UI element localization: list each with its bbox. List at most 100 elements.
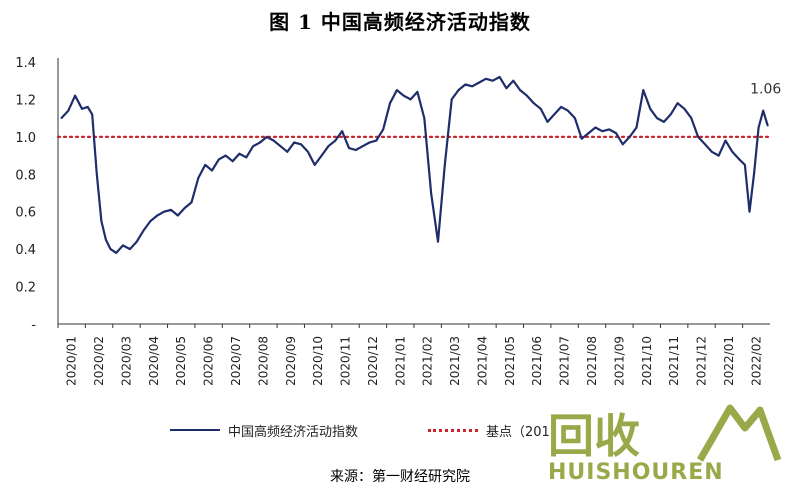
data-point <box>382 128 385 131</box>
data-point <box>430 192 432 194</box>
x-tick-label: 2020/07 <box>229 336 243 386</box>
data-point <box>505 87 508 90</box>
legend-baseline-swatch <box>428 428 479 432</box>
x-tick-label: 2021/03 <box>448 336 462 386</box>
data-point <box>218 158 220 161</box>
data-point <box>224 154 227 157</box>
watermark-figure-icon <box>696 404 782 462</box>
data-point <box>86 106 89 108</box>
data-point <box>402 94 405 97</box>
data-point <box>95 173 98 176</box>
data-point <box>389 102 391 105</box>
watermark-logo: 回收 HUISHOUREN <box>540 395 790 495</box>
x-tick-label: 2021/08 <box>585 336 599 386</box>
data-point <box>279 145 282 148</box>
data-point <box>91 113 94 116</box>
data-point <box>190 201 193 204</box>
data-point <box>122 244 124 247</box>
data-point <box>183 207 186 209</box>
y-tick-label: 0.8 <box>15 168 36 183</box>
data-point <box>601 130 604 133</box>
data-point <box>109 248 112 251</box>
labels-layer: 1.06 <box>750 82 781 98</box>
end-value-label: 1.06 <box>750 82 781 98</box>
data-point <box>129 248 131 251</box>
x-tick-label: 2020/09 <box>284 336 298 386</box>
legend-series-label: 中国高频经济活动指数 <box>228 424 359 440</box>
y-tick-label: 1.4 <box>15 56 36 71</box>
data-point <box>437 240 439 243</box>
data-point <box>457 89 460 91</box>
y-tick-label: 0.2 <box>15 281 36 296</box>
data-point <box>313 164 316 166</box>
y-tick-label: 0.6 <box>15 206 36 221</box>
data-point <box>100 220 103 223</box>
data-point <box>539 107 542 110</box>
data-point <box>704 143 706 146</box>
data-point <box>690 117 693 119</box>
watermark-en: HUISHOUREN <box>548 460 724 485</box>
legend-series-swatch <box>170 429 220 431</box>
data-point <box>498 76 501 78</box>
data-point <box>450 98 453 101</box>
data-point <box>697 136 699 138</box>
data-point <box>231 160 234 163</box>
x-tick-label: 2021/12 <box>695 336 709 386</box>
x-tick-label: 2020/08 <box>256 336 270 386</box>
data-point <box>197 177 200 179</box>
x-tick-label: 2022/01 <box>722 336 736 386</box>
data-point <box>74 94 76 97</box>
x-tick-label: 2021/01 <box>393 336 407 386</box>
x-tick-label: 2020/05 <box>174 336 188 386</box>
data-point <box>724 139 727 142</box>
data-point <box>341 130 343 133</box>
x-tick-label: 2021/09 <box>612 336 626 386</box>
data-point <box>348 147 350 150</box>
data-point <box>731 150 734 153</box>
chart-source: 来源：第一财经研究院 <box>330 469 470 485</box>
data-point <box>744 164 746 166</box>
data-point <box>361 145 364 148</box>
data-point <box>757 126 760 129</box>
x-tick-label: 2020/04 <box>147 336 161 386</box>
data-point <box>594 126 597 129</box>
data-point <box>293 141 296 144</box>
data-point <box>621 143 624 146</box>
data-point <box>478 81 480 84</box>
data-point <box>105 238 107 241</box>
x-tick-label: 2020/06 <box>202 336 216 386</box>
data-point <box>245 156 248 159</box>
data-point <box>300 143 302 146</box>
data-point <box>753 173 755 176</box>
data-point <box>519 89 521 91</box>
data-point <box>375 139 378 142</box>
data-point <box>259 141 261 144</box>
data-point <box>574 117 576 119</box>
data-point <box>252 145 255 148</box>
series-layer <box>60 75 769 254</box>
series-line <box>60 75 769 254</box>
data-point <box>560 106 563 108</box>
data-point <box>307 150 309 153</box>
data-point <box>67 109 70 112</box>
x-tick-label: 2020/10 <box>311 336 325 386</box>
data-point <box>149 220 152 223</box>
data-point <box>567 109 569 112</box>
data-point <box>265 136 268 138</box>
data-point <box>710 150 713 153</box>
data-point <box>81 107 83 110</box>
y-tick-label: 1.0 <box>15 131 36 146</box>
data-point <box>396 89 398 91</box>
x-tick-label: 2020/03 <box>119 336 133 386</box>
data-point <box>142 229 145 232</box>
data-point <box>354 149 357 151</box>
x-tick-label: 2021/02 <box>421 336 435 386</box>
data-point <box>416 91 419 93</box>
x-tick-label: 2022/02 <box>749 336 763 386</box>
data-point <box>532 102 535 105</box>
data-point <box>717 154 720 157</box>
data-point <box>608 128 610 131</box>
x-tick-label: 2021/05 <box>503 336 517 386</box>
data-point <box>176 214 179 217</box>
